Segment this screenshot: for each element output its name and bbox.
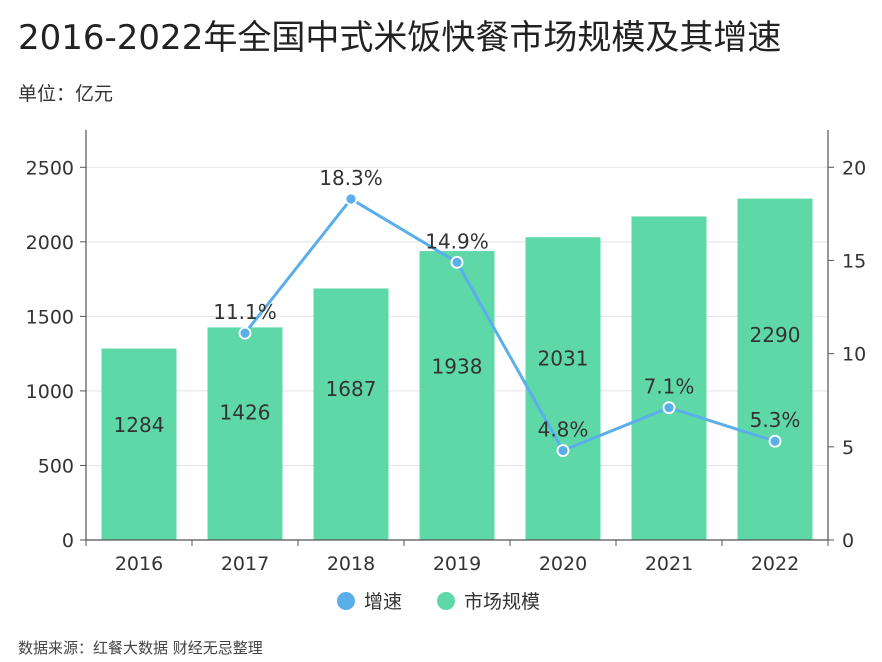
growth-value-label: 4.8% — [538, 418, 589, 442]
x-axis-tick-label: 2021 — [645, 553, 693, 575]
right-axis-tick-label: 20 — [842, 157, 866, 179]
right-axis-tick-label: 15 — [842, 250, 866, 272]
x-axis-tick-label: 2019 — [433, 553, 481, 575]
bar — [631, 216, 707, 541]
bar — [525, 237, 601, 541]
growth-point — [238, 326, 252, 340]
legend-marker-growth — [337, 592, 355, 610]
bar-value-label: 1426 — [220, 400, 271, 424]
growth-point — [556, 444, 570, 457]
x-axis-tick-label: 2017 — [221, 553, 269, 575]
growth-point — [662, 401, 676, 415]
right-axis-tick-label: 10 — [842, 344, 866, 366]
left-axis-tick-label: 500 — [38, 455, 74, 477]
growth-point — [450, 255, 464, 269]
source-note: 数据来源：红餐大数据 财经无忌整理 — [18, 639, 263, 657]
bar-value-label: 2290 — [750, 323, 801, 347]
growth-line — [243, 196, 776, 453]
bar — [101, 348, 177, 540]
bar-value-label: 2031 — [538, 346, 589, 370]
bar — [313, 288, 389, 540]
left-axis-tick-label: 0 — [62, 530, 74, 552]
growth-point — [768, 434, 782, 448]
legend-marker-size — [437, 592, 455, 610]
left-axis-tick-label: 1000 — [26, 381, 74, 403]
growth-value-label: 18.3% — [319, 166, 383, 190]
bar-value-label: 1284 — [114, 413, 165, 437]
growth-point — [344, 192, 358, 206]
legend-label-size: 市场规模 — [464, 591, 540, 613]
growth-value-label: 14.9% — [425, 229, 489, 253]
bar-value-label: 1687 — [326, 377, 377, 401]
x-axis-tick-label: 2016 — [115, 553, 163, 575]
legend-label-growth: 增速 — [364, 591, 402, 613]
right-axis-tick-label: 0 — [842, 530, 854, 552]
left-axis-tick-label: 2000 — [26, 232, 74, 254]
growth-value-label: 5.3% — [750, 408, 801, 432]
bar — [737, 198, 813, 540]
left-axis-tick-label: 2500 — [26, 157, 74, 179]
left-axis-tick-label: 1500 — [26, 306, 74, 328]
growth-value-label: 7.1% — [644, 375, 695, 399]
bar — [419, 251, 495, 540]
x-axis-tick-label: 2018 — [327, 553, 375, 575]
x-axis-tick-label: 2020 — [539, 553, 587, 575]
right-axis-tick-label: 5 — [842, 437, 854, 459]
bar — [207, 327, 283, 540]
bar-value-label: 1938 — [432, 355, 483, 379]
growth-value-label: 11.1% — [213, 300, 277, 324]
x-axis-tick-label: 2022 — [751, 553, 799, 575]
unit-label: 单位：亿元 — [18, 83, 114, 105]
chart-title: 2016-2022年全国中式米饭快餐市场规模及其增速 — [18, 18, 782, 58]
